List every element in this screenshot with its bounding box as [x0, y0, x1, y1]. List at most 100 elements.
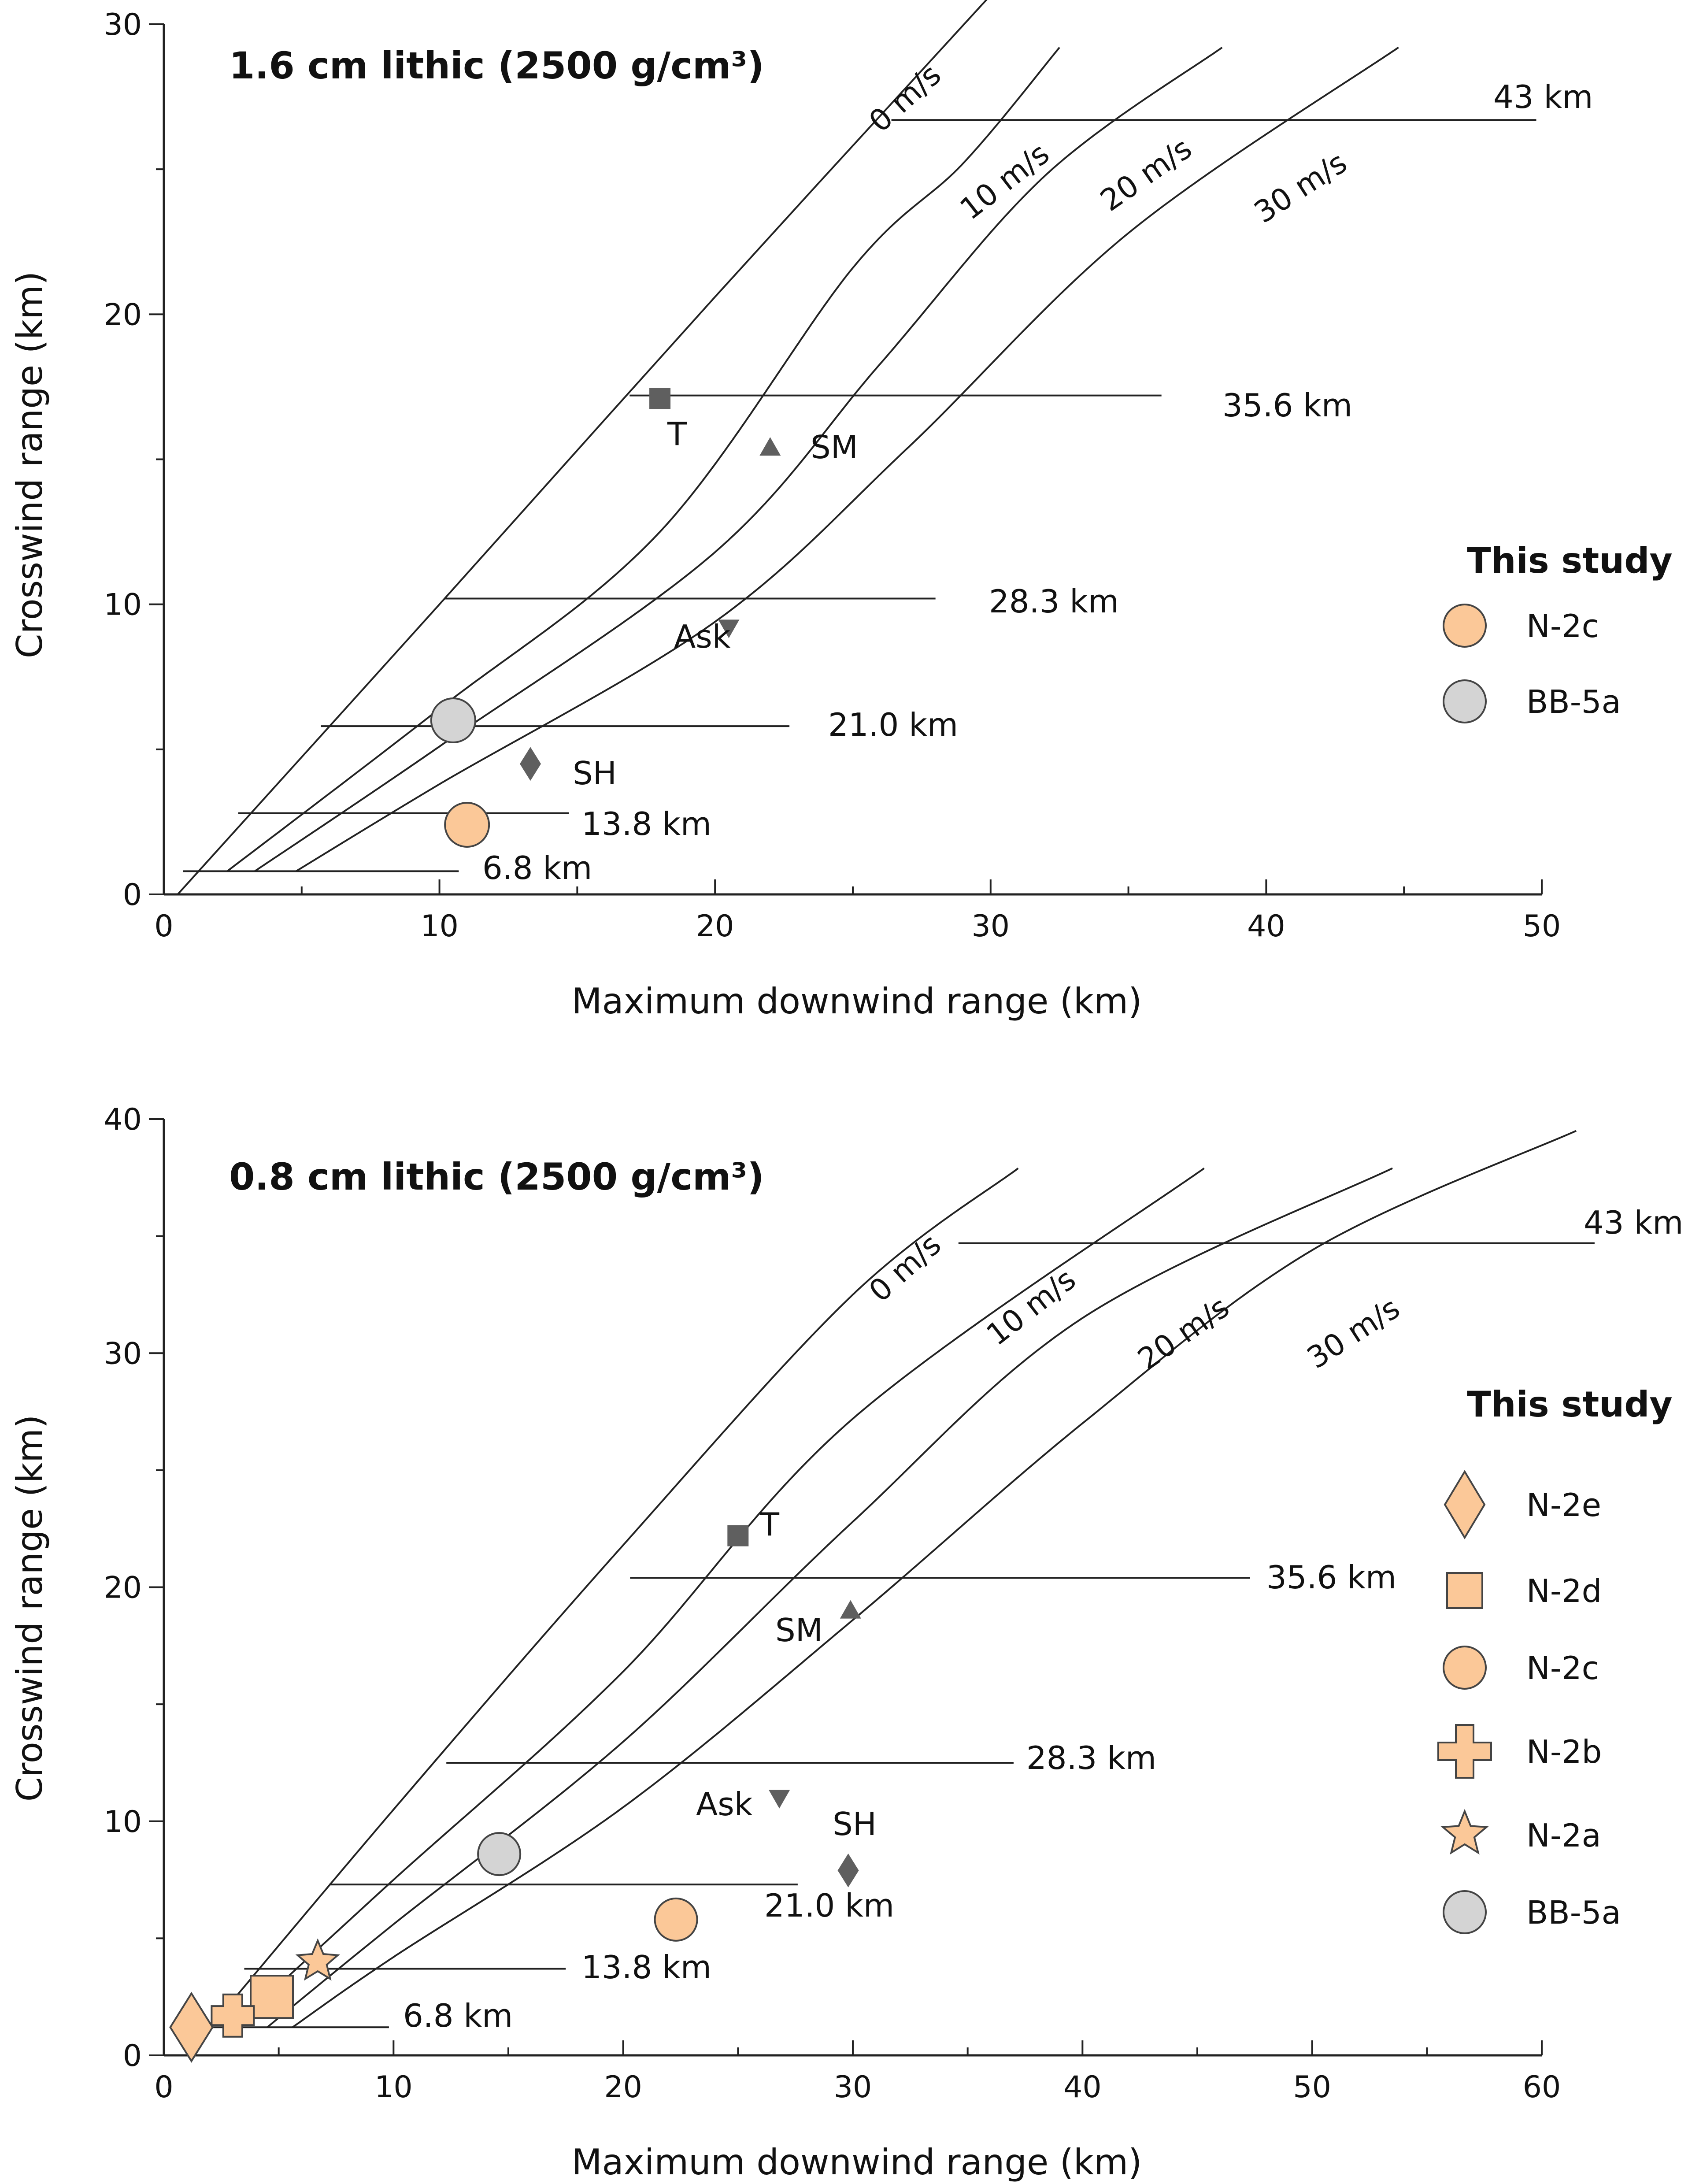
x-tick-label: 20	[696, 909, 734, 944]
legend-label-n-2e: N-2e	[1526, 1487, 1601, 1524]
legend-label-n-2a: N-2a	[1526, 1817, 1601, 1854]
x-tick-label: 0	[154, 2070, 173, 2105]
legend-marker-n-2e	[1444, 1470, 1486, 1539]
ref-point-sh	[520, 747, 541, 781]
y-tick-label: 20	[104, 1571, 142, 1606]
study-point-n-2c	[444, 802, 490, 848]
range-label-13-8-km: 13.8 km	[581, 1949, 711, 1986]
legend-item-bb-5a: BB-5a	[1443, 1890, 1621, 1934]
y-axis-label: Crosswind range (km)	[9, 1415, 50, 1802]
wind-curve-0	[177, 0, 988, 895]
study-point-n-2e	[169, 1991, 214, 2063]
legend-label-n-2d: N-2d	[1526, 1572, 1602, 1609]
y-axis-label: Crosswind range (km)	[9, 271, 50, 659]
legend-item-n-2c: N-2c	[1443, 604, 1599, 648]
study-point-bb-5a	[430, 697, 476, 743]
x-tick-label: 0	[154, 909, 173, 944]
study-points	[169, 1832, 698, 2063]
legend-item-n-2a: N-2a	[1440, 1809, 1601, 1855]
ref-label-sm: SM	[775, 1612, 823, 1649]
ref-point-sm	[840, 1600, 861, 1619]
x-tick-label: 30	[972, 909, 1010, 944]
range-label-35-6-km: 35.6 km	[1266, 1559, 1396, 1596]
axis-ticks: 0 10 20 30 40 50 60 0 10 20 30 40	[104, 1102, 1561, 2105]
y-tick-label: 0	[123, 2039, 142, 2073]
legend-marker-n-2c	[1443, 1646, 1487, 1690]
legend-marker-bb-5a	[1443, 1890, 1487, 1934]
legend-item-n-2e: N-2e	[1444, 1470, 1601, 1539]
ref-label-t: T	[759, 1506, 780, 1543]
x-tick-label: 20	[604, 2070, 642, 2105]
study-points	[430, 697, 490, 848]
range-label-28-3-km: 28.3 km	[1026, 1739, 1156, 1776]
study-point-bb-5a	[477, 1832, 522, 1876]
x-tick-label: 50	[1293, 2070, 1331, 2105]
legend-label-bb-5a: BB-5a	[1526, 1894, 1621, 1931]
x-tick-label: 40	[1247, 909, 1285, 944]
legend-item-n-2c: N-2c	[1443, 1646, 1599, 1690]
axis-ticks: 0 10 20 30 40 50 0 10 20 30	[104, 7, 1561, 944]
legend-title: This study	[1467, 540, 1673, 581]
y-tick-label: 0	[123, 878, 142, 912]
ref-point-ask	[769, 1790, 790, 1809]
wind-curve-2	[267, 1167, 1393, 2028]
range-label-21-0-km: 21.0 km	[764, 1887, 894, 1924]
range-label-43-km: 43 km	[1493, 78, 1593, 115]
range-label-35-6-km: 35.6 km	[1222, 387, 1352, 424]
wind-curve-1	[232, 1167, 1205, 2028]
ref-label-sh: SH	[573, 755, 617, 792]
ref-point-t	[727, 1525, 749, 1546]
legend-title: This study	[1467, 1384, 1673, 1425]
y-tick-label: 10	[104, 588, 142, 623]
legend-marker-n-2d	[1446, 1572, 1483, 1609]
ref-point-sm	[759, 437, 781, 456]
range-label-6-8-km: 6.8 km	[482, 849, 592, 886]
study-point-n-2c	[654, 1897, 698, 1942]
ref-label-sh: SH	[833, 1806, 877, 1843]
wind-curve-1	[226, 47, 1060, 872]
x-tick-label: 40	[1063, 2070, 1102, 2105]
legend-item-n-2d: N-2d	[1446, 1572, 1602, 1609]
legend-item-n-2b: N-2b	[1437, 1724, 1602, 1779]
ref-label-ask: Ask	[674, 618, 731, 655]
range-label-43-km: 43 km	[1584, 1204, 1683, 1241]
x-tick-label: 10	[374, 2070, 413, 2105]
wind-curves	[186, 1130, 1577, 2056]
range-label-21-0-km: 21.0 km	[828, 706, 958, 743]
study-point-n-2b	[211, 1993, 255, 2038]
reference-points	[520, 388, 781, 781]
reference-points	[727, 1525, 861, 1887]
x-axis-label: Maximum downwind range (km)	[572, 981, 1142, 1022]
legend-label-n-2c: N-2c	[1526, 1650, 1599, 1687]
x-tick-label: 10	[420, 909, 459, 944]
legend-label-n-2b: N-2b	[1526, 1733, 1602, 1770]
y-tick-label: 30	[104, 1336, 142, 1371]
wind-curve-3	[292, 1130, 1577, 2028]
axes	[163, 1119, 1542, 2057]
ref-point-ask	[718, 619, 740, 638]
legend-marker-n-2c	[1443, 604, 1487, 648]
study-point-n-2a	[295, 1938, 340, 1981]
legend-marker-bb-5a	[1443, 679, 1487, 723]
wind-curves	[177, 0, 1399, 895]
chart-title: 1.6 cm lithic (2500 g/cm³)	[229, 44, 764, 87]
wind-curve-3	[296, 47, 1399, 872]
ref-label-ask: Ask	[696, 1786, 753, 1823]
ref-point-t	[649, 388, 671, 409]
ref-label-sm: SM	[811, 429, 858, 466]
x-tick-label: 60	[1523, 2070, 1561, 2105]
ref-label-t: T	[667, 415, 687, 452]
legend-marker-n-2b	[1437, 1724, 1492, 1779]
y-tick-label: 10	[104, 1805, 142, 1839]
chart-title: 0.8 cm lithic (2500 g/cm³)	[229, 1155, 764, 1198]
wind-curve-2	[254, 47, 1223, 872]
x-tick-label: 50	[1523, 909, 1561, 944]
range-label-28-3-km: 28.3 km	[989, 583, 1119, 620]
y-tick-label: 20	[104, 297, 142, 332]
range-lines	[183, 119, 1536, 872]
study-point-n-2d	[250, 1975, 294, 2019]
x-tick-label: 30	[834, 2070, 872, 2105]
range-label-13-8-km: 13.8 km	[581, 805, 711, 842]
axes	[163, 24, 1542, 896]
